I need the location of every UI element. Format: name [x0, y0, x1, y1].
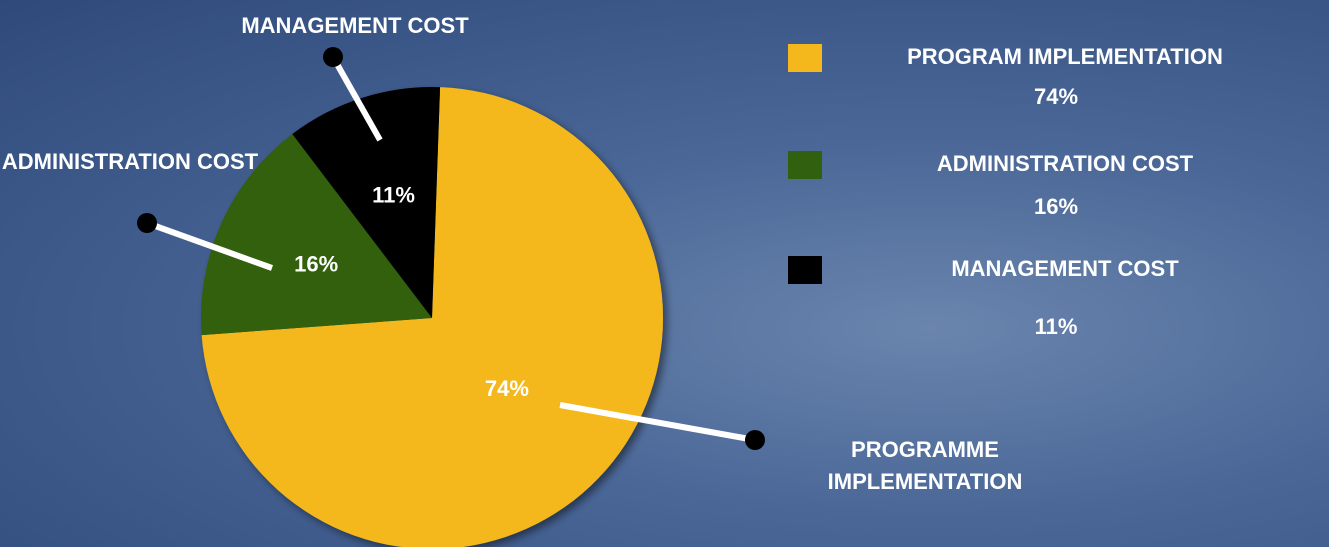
legend-value: 16%: [1034, 194, 1078, 219]
legend: PROGRAM IMPLEMENTATION 74% ADMINISTRATION …: [788, 44, 1223, 339]
legend-value: 74%: [1034, 84, 1078, 109]
value-label: 74%: [485, 376, 529, 401]
legend-label: MANAGEMENT COST: [951, 256, 1179, 281]
legend-label: PROGRAM IMPLEMENTATION: [907, 44, 1223, 69]
callout-dot: [137, 213, 157, 233]
annotation: MANAGEMENT COST: [200, 10, 510, 42]
page: 74% 16% 11% PROGRAM IMPLEMENTATION 74% ADMIN…: [0, 0, 1329, 547]
callout-dot: [323, 47, 343, 67]
pie: [201, 87, 663, 547]
legend-swatch: [788, 151, 822, 179]
legend-swatch: [788, 44, 822, 72]
legend-value: 11%: [1035, 314, 1078, 339]
annotation: ADMINISTRATION COST: [0, 146, 260, 178]
legend-label: ADMINISTRATION COST: [937, 151, 1194, 176]
annotation: PROGRAMME IMPLEMENTATION: [790, 434, 1060, 498]
value-label: 11%: [372, 183, 415, 208]
legend-swatch: [788, 256, 822, 284]
chart: 74% 16% 11% PROGRAM IMPLEMENTATION 74% ADMIN…: [0, 0, 1329, 547]
value-label: 16%: [294, 252, 338, 277]
callout-dot: [745, 430, 765, 450]
